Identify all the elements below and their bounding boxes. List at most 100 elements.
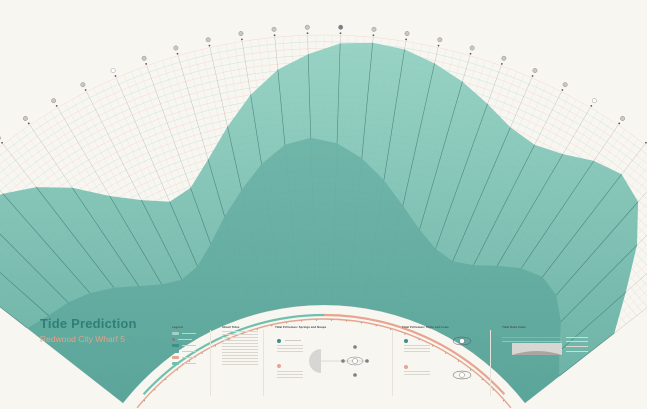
month-arc-teal: [142, 313, 325, 395]
station-subtitle: Redwood City Wharf 5: [40, 334, 126, 344]
day-tick: [500, 63, 503, 65]
day-spoke: [250, 94, 262, 165]
low-tide-band: [27, 137, 561, 404]
legend-panel: Legend: [172, 326, 206, 398]
day-tick: [339, 32, 342, 35]
earth-icon: [459, 338, 465, 344]
moon-phase-icon: [591, 98, 597, 104]
highs-lows-title: Tidal Extremes: Highs and Lows: [402, 326, 449, 329]
month-arc-salmon: [323, 313, 506, 395]
moon-phase-icon: [532, 68, 538, 73]
date-tick: [431, 345, 434, 347]
day-spoke: [36, 186, 115, 288]
grid-arc: [122, 304, 526, 404]
springs-neaps-panel: Tidal Extremes: Springs and Neaps: [275, 326, 387, 398]
day-spoke: [542, 174, 622, 278]
legend-swatch: [172, 350, 179, 353]
moon-icon: [341, 359, 345, 363]
section-marker-icon: [404, 339, 408, 343]
day-spoke: [109, 195, 163, 285]
date-tick: [445, 352, 447, 354]
section-marker-icon: [404, 365, 408, 369]
day-tick: [531, 75, 534, 77]
about-panel: About Tides: [222, 326, 258, 398]
moon-phase-icon: [141, 55, 147, 61]
day-tick: [405, 38, 408, 41]
moon-icon: [365, 359, 369, 363]
date-tick: [176, 369, 178, 371]
date-tick: [228, 338, 230, 341]
panel-divider: [263, 330, 264, 396]
earth-icon: [352, 358, 358, 364]
legend-swatch: [172, 332, 179, 335]
day-spoke: [307, 54, 312, 138]
day-spoke: [190, 187, 211, 244]
moon-phase-icon: [404, 31, 410, 36]
date-tick: [502, 400, 505, 402]
moon-phase-icon: [205, 37, 211, 43]
date-tick: [492, 389, 494, 391]
about-title: About Tides: [222, 326, 240, 329]
date-arc: [136, 318, 512, 409]
day-tick: [84, 89, 87, 91]
day-tick: [645, 141, 647, 144]
day-spoke: [558, 332, 615, 377]
page-title: Tide Prediction: [40, 316, 137, 331]
day-spoke: [383, 49, 405, 181]
day-tick: [273, 34, 276, 37]
date-tick: [404, 333, 406, 335]
high-tide-area: [0, 42, 639, 404]
moon-icon: [353, 345, 357, 349]
moon-phase-row: [0, 24, 625, 140]
day-tick: [208, 44, 211, 47]
date-tick: [154, 389, 156, 391]
legend-moon-icon: [172, 338, 175, 341]
moon-phase-icon: [23, 116, 28, 121]
moon-phase-icon: [271, 26, 277, 32]
day-spoke: [277, 69, 286, 145]
date-tick: [390, 328, 392, 331]
date-tick: [345, 320, 348, 322]
date-tick: [256, 328, 258, 331]
day-spoke: [560, 244, 638, 322]
day-spoke: [0, 306, 28, 329]
day-tick: [1, 141, 3, 144]
tide-area: [0, 42, 639, 404]
moon-phase-icon: [80, 82, 86, 88]
day-spokes: [0, 32, 647, 377]
date-tick: [481, 378, 483, 381]
day-spoke: [141, 200, 183, 280]
panel-divider: [490, 330, 491, 396]
day-spoke: [402, 63, 435, 206]
highs-lows-diagram: [404, 336, 472, 380]
moon-icon: [353, 373, 357, 377]
day-spoke: [361, 42, 374, 159]
day-spoke: [207, 159, 225, 217]
legend-title: Legend: [172, 326, 183, 329]
day-spoke: [452, 127, 511, 262]
section-marker-icon: [277, 339, 281, 343]
date-tick: [375, 325, 377, 327]
moon-phase-icon: [173, 45, 179, 51]
legend-swatch: [172, 344, 179, 347]
day-spoke: [169, 201, 198, 267]
springs-neaps-diagram: [277, 339, 369, 378]
tidal-data-panel: Tidal Data Index: [502, 326, 602, 398]
day-spoke: [473, 144, 535, 266]
tidal-bulge-icon: [452, 370, 472, 380]
day-tick: [27, 122, 30, 125]
day-tick: [145, 63, 148, 65]
moon-phase-icon: [371, 26, 377, 32]
earth-icon: [459, 372, 465, 378]
moon-phase-icon: [304, 24, 310, 30]
title-block: Tide Prediction Redwood City Wharf 5: [40, 316, 210, 344]
date-tick: [188, 360, 191, 362]
day-spoke: [336, 43, 341, 144]
legend-swatch: [172, 356, 179, 359]
day-spoke: [0, 272, 49, 316]
day-spoke: [0, 233, 69, 303]
date-tick: [271, 325, 273, 327]
day-tick: [55, 104, 58, 107]
tidal-data-diagram: [502, 337, 588, 355]
section-marker-icon: [277, 364, 281, 368]
